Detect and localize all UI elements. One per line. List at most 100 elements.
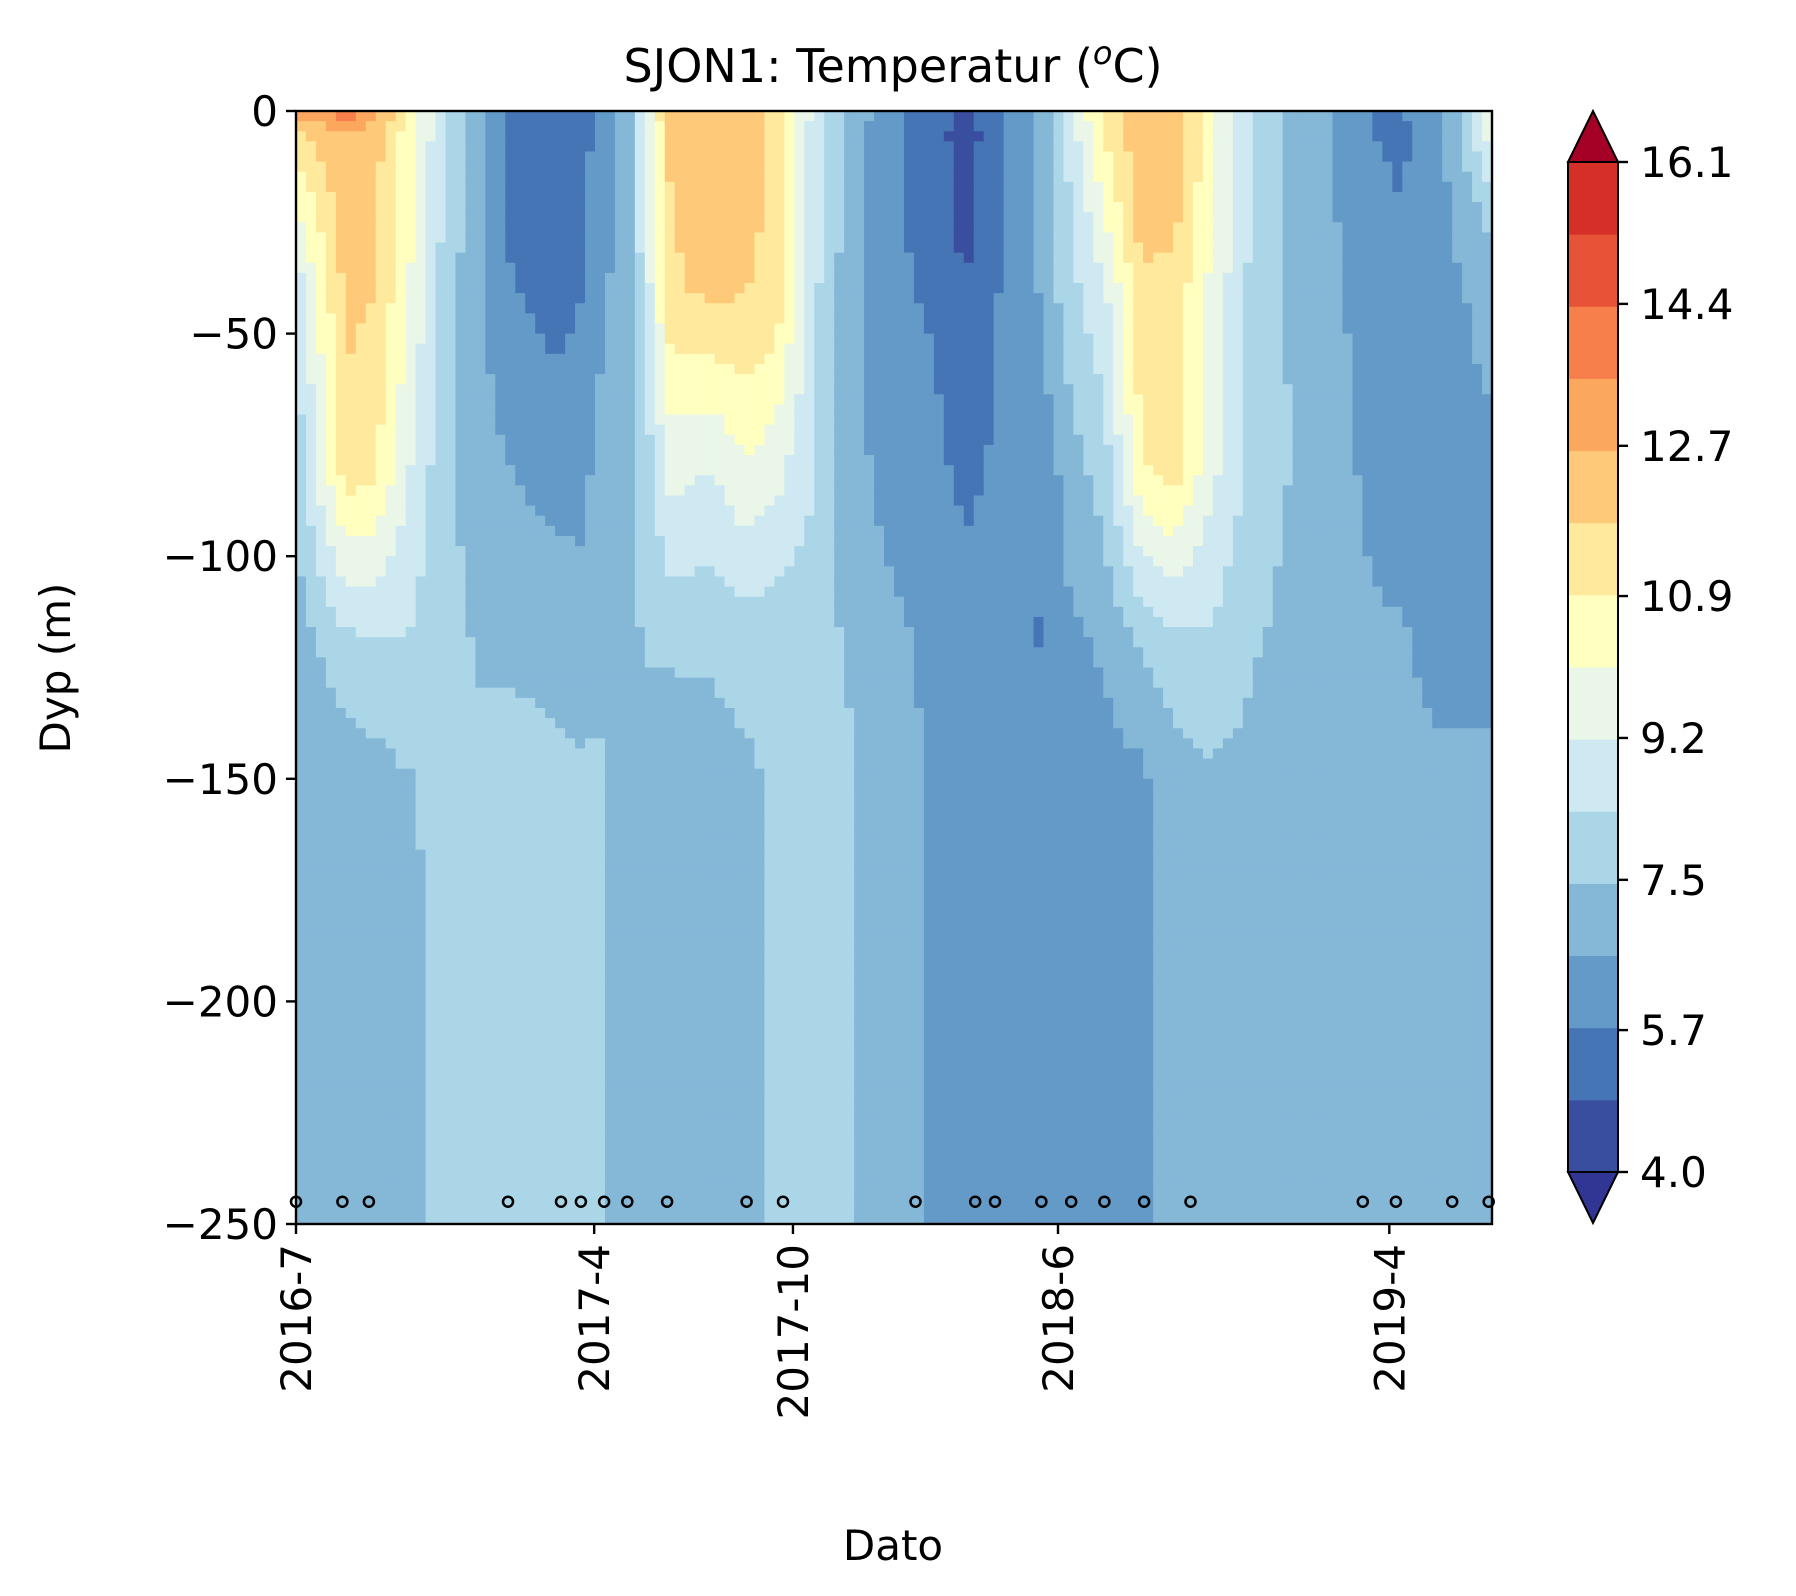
heatmap-cell [415, 768, 427, 780]
heatmap-cell [325, 637, 337, 648]
heatmap-cell [475, 414, 486, 426]
heatmap-cell [296, 252, 307, 264]
heatmap-cell [495, 313, 506, 325]
heatmap-cell [585, 697, 596, 709]
heatmap-cell [704, 546, 716, 557]
heatmap-cell [425, 1092, 437, 1104]
heatmap-cell [435, 586, 447, 598]
heatmap-cell [425, 414, 437, 426]
heatmap-cell [634, 353, 646, 365]
heatmap-cell [445, 525, 457, 537]
heatmap-cell [296, 616, 307, 628]
heatmap-cell [515, 1102, 526, 1114]
heatmap-cell [495, 1001, 506, 1013]
heatmap-cell [505, 758, 516, 770]
heatmap-cell [335, 707, 347, 719]
heatmap-cell [425, 313, 437, 325]
heatmap-cell [674, 434, 686, 446]
heatmap-cell [395, 1092, 407, 1104]
heatmap-cell [644, 981, 656, 992]
heatmap-cell [375, 525, 387, 537]
heatmap-cell [654, 212, 666, 223]
heatmap-cell [604, 748, 616, 760]
heatmap-cell [545, 414, 556, 426]
heatmap-cell [505, 697, 516, 709]
heatmap-cell [505, 616, 516, 628]
heatmap-cell [704, 333, 716, 345]
heatmap-cell [694, 1051, 706, 1063]
heatmap-cell [425, 1102, 437, 1114]
heatmap-cell [555, 829, 566, 841]
heatmap-cell [395, 262, 407, 274]
heatmap-cell [305, 799, 317, 810]
heatmap-cell [395, 1173, 407, 1185]
heatmap-cell [425, 394, 437, 406]
heatmap-cell [624, 191, 636, 203]
heatmap-cell [724, 950, 736, 962]
heatmap-cell [634, 1213, 646, 1225]
heatmap-cell [674, 1041, 686, 1053]
heatmap-cell [505, 313, 516, 325]
heatmap-cell [435, 1122, 447, 1134]
heatmap-cell [545, 1062, 556, 1073]
heatmap-cell [485, 191, 496, 203]
heatmap-cell [575, 738, 586, 750]
heatmap-cell [614, 950, 626, 962]
heatmap-cell [296, 667, 307, 679]
heatmap-cell [624, 293, 636, 304]
heatmap-cell [624, 455, 636, 466]
heatmap-cell [355, 111, 367, 122]
heatmap-cell [664, 404, 676, 416]
heatmap-cell [455, 181, 467, 193]
heatmap-cell [555, 960, 566, 972]
heatmap-cell [664, 434, 676, 446]
heatmap-cell [595, 576, 606, 588]
heatmap-cell [445, 303, 457, 314]
heatmap-cell [565, 313, 576, 325]
heatmap-cell [674, 546, 686, 557]
heatmap-cell [644, 515, 656, 527]
heatmap-cell [664, 1163, 676, 1175]
heatmap-cell [385, 475, 397, 486]
heatmap-cell [345, 1082, 357, 1094]
heatmap-cell [724, 333, 736, 345]
heatmap-cell [525, 465, 536, 476]
heatmap-cell [664, 495, 676, 507]
heatmap-cell [325, 212, 337, 223]
heatmap-cell [385, 596, 397, 608]
heatmap-cell [664, 181, 676, 193]
heatmap-cell [525, 1011, 536, 1023]
heatmap-cell [445, 566, 457, 578]
heatmap-cell [624, 1011, 636, 1023]
heatmap-cell [724, 485, 736, 497]
heatmap-cell [315, 596, 327, 608]
heatmap-cell [395, 1193, 407, 1205]
heatmap-cell [704, 657, 716, 669]
heatmap-cell [395, 1143, 407, 1154]
heatmap-cell [296, 910, 307, 922]
heatmap-cell [565, 738, 576, 750]
heatmap-cell [485, 839, 496, 851]
heatmap-cell [565, 799, 576, 810]
heatmap-cell [624, 444, 636, 456]
heatmap-cell [465, 1001, 476, 1013]
heatmap-cell [415, 900, 427, 911]
heatmap-cell [495, 485, 506, 497]
heatmap-cell [674, 1173, 686, 1185]
heatmap-cell [315, 879, 327, 891]
heatmap-cell [654, 849, 666, 861]
heatmap-cell [315, 910, 327, 922]
heatmap-cell [585, 869, 596, 881]
heatmap-cell [325, 465, 337, 476]
heatmap-cell [425, 434, 437, 446]
heatmap-cell [724, 930, 736, 942]
heatmap-cell [575, 940, 586, 952]
heatmap-cell [315, 374, 327, 385]
heatmap-cell [535, 788, 546, 800]
heatmap-cell [575, 293, 586, 304]
heatmap-cell [614, 465, 626, 476]
heatmap-cell [345, 505, 357, 517]
heatmap-cell [405, 839, 417, 851]
heatmap-cell [525, 1153, 536, 1164]
heatmap-cell [415, 1051, 427, 1063]
